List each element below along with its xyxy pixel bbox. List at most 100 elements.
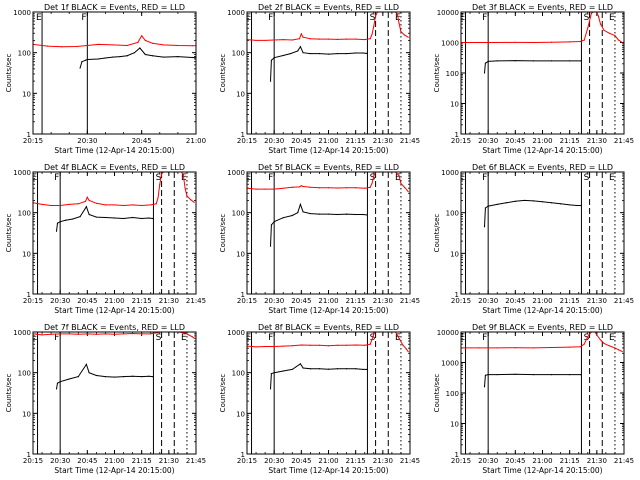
lld-point xyxy=(255,188,257,190)
lld-point xyxy=(309,38,311,40)
lld-point xyxy=(599,23,602,25)
x-axis-label: Start Time (12-Apr-14 20:15:00) xyxy=(54,146,174,155)
events-point xyxy=(299,363,302,365)
panel-frame xyxy=(32,331,197,455)
lld-point xyxy=(151,42,154,44)
x-tick-label: 21:30 xyxy=(159,457,179,465)
lld-series-line xyxy=(461,12,623,44)
events-point xyxy=(79,216,81,218)
x-tick-label: 20:45 xyxy=(291,297,311,305)
lld-point xyxy=(50,204,52,207)
events-point xyxy=(282,54,284,57)
lld-point xyxy=(599,339,602,341)
lld-point xyxy=(583,343,585,345)
events-point xyxy=(59,221,61,223)
events-point xyxy=(541,201,544,203)
lld-point xyxy=(403,34,406,36)
x-tick-label: 21:45 xyxy=(614,137,634,145)
x-tick-label: 21:45 xyxy=(186,297,206,305)
events-point xyxy=(81,61,83,63)
x-tick-label: 20:15 xyxy=(23,457,43,465)
lld-point xyxy=(300,33,302,35)
lld-point xyxy=(264,188,266,190)
panel-title: Det 3f BLACK = Events, RED = LLD xyxy=(472,3,613,12)
events-point xyxy=(532,60,535,62)
lld-point xyxy=(617,349,620,351)
events-point xyxy=(487,60,489,63)
events-point xyxy=(514,373,516,375)
lld-point xyxy=(137,41,139,43)
events-point xyxy=(270,59,273,61)
events-point xyxy=(95,216,97,218)
y-tick-label: 1000 xyxy=(13,9,31,17)
events-point xyxy=(270,372,273,375)
events-point xyxy=(297,50,299,52)
y-tick-label: 100 xyxy=(232,210,245,218)
event-marker-label: S xyxy=(584,173,590,183)
lld-point xyxy=(532,347,535,349)
event-marker-label: F xyxy=(54,173,59,183)
lld-point xyxy=(398,22,400,25)
lld-point xyxy=(614,347,616,349)
events-series-line xyxy=(270,45,367,82)
lld-point xyxy=(282,345,284,347)
x-tick-label: 21:15 xyxy=(560,457,580,465)
events-point xyxy=(532,200,535,202)
lld-point xyxy=(273,188,275,190)
events-point xyxy=(362,213,364,216)
x-tick-label: 20:45 xyxy=(505,457,525,465)
event-marker-label: S xyxy=(370,13,376,23)
event-marker-label: E xyxy=(460,333,466,343)
x-tick-label: 20:30 xyxy=(77,137,97,145)
y-tick-label: 1 xyxy=(455,131,459,139)
lld-point xyxy=(569,346,571,348)
y-axis-label: Counts/sec xyxy=(433,374,441,413)
events-point xyxy=(484,207,487,209)
events-point xyxy=(496,60,498,62)
lld-point xyxy=(104,333,107,335)
events-point xyxy=(126,55,128,57)
lld-point xyxy=(182,174,184,176)
events-point xyxy=(122,376,125,378)
events-point xyxy=(132,375,134,377)
lld-point xyxy=(177,44,179,47)
y-tick-label: 10 xyxy=(450,250,459,258)
events-point xyxy=(514,200,516,202)
events-point xyxy=(483,226,486,228)
lld-point xyxy=(41,203,43,205)
events-point xyxy=(579,374,582,376)
x-tick-label: 20:45 xyxy=(505,297,525,305)
lld-point xyxy=(291,186,293,188)
panel-6: Det 6f BLACK = Events, RED = LLD Counts/s… xyxy=(433,163,634,315)
lld-point xyxy=(396,13,398,15)
events-point xyxy=(355,368,357,370)
lld-point xyxy=(126,44,128,47)
y-tick-label: 10 xyxy=(236,410,245,418)
event-marker-label: E xyxy=(36,13,42,23)
events-point xyxy=(309,52,311,55)
events-point xyxy=(299,203,302,205)
event-marker-label: E xyxy=(246,13,252,23)
lld-point xyxy=(608,32,611,34)
y-tick-label: 100 xyxy=(18,50,31,58)
x-tick-label: 21:15 xyxy=(560,137,580,145)
lld-point xyxy=(398,337,400,339)
y-tick-label: 1 xyxy=(455,451,459,459)
events-point xyxy=(355,52,357,54)
lld-point xyxy=(59,333,61,335)
y-tick-label: 1 xyxy=(455,291,459,299)
x-tick-label: 20:15 xyxy=(451,457,471,465)
lld-point xyxy=(402,344,404,346)
lld-point xyxy=(403,186,406,188)
x-tick-label: 21:30 xyxy=(159,297,179,305)
lld-point xyxy=(291,345,293,347)
lld-point xyxy=(282,187,284,189)
lld-point xyxy=(159,183,161,185)
x-tick-label: 21:30 xyxy=(373,137,393,145)
events-point xyxy=(269,388,272,390)
events-point xyxy=(289,52,292,55)
